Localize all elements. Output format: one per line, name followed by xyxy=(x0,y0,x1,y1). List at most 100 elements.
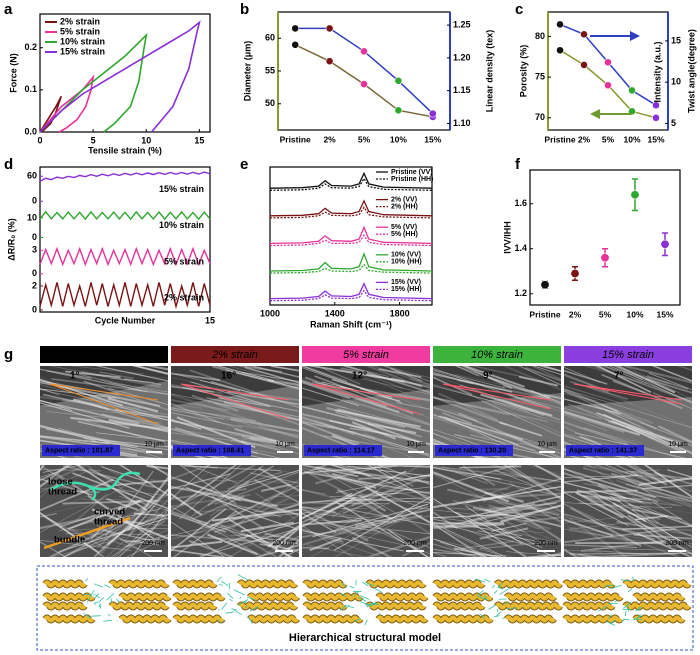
sem-fiber xyxy=(613,366,692,404)
sem-fiber xyxy=(208,484,299,528)
sem-fiber xyxy=(171,428,223,442)
data-point xyxy=(540,280,550,290)
yarn-fiber xyxy=(376,593,428,601)
yarn-fiber xyxy=(563,580,615,588)
sem-fiber xyxy=(341,366,389,378)
sem-fiber xyxy=(433,513,509,519)
panel-letter: d xyxy=(4,156,13,173)
sem-fiber xyxy=(302,506,336,514)
sem-fiber xyxy=(582,495,651,501)
mesh-fiber xyxy=(93,594,95,596)
sem-fiber xyxy=(391,402,430,419)
y-tick-label: 1.6 xyxy=(514,198,527,208)
sem-fiber xyxy=(433,377,520,419)
sem-fiber xyxy=(185,486,259,516)
mesh-fiber xyxy=(89,589,95,598)
sem-fiber xyxy=(192,495,245,520)
sem-fiber xyxy=(478,505,545,545)
sem-fiber xyxy=(612,502,647,523)
sem-fiber xyxy=(482,477,561,502)
x-tick-label: 2% xyxy=(569,309,582,319)
sem-fiber xyxy=(42,515,105,557)
sem-fiber xyxy=(492,402,561,424)
sem-fiber xyxy=(97,495,155,557)
mesh-fiber xyxy=(237,574,249,581)
mesh-fiber xyxy=(86,597,91,603)
mesh-fiber xyxy=(638,606,641,611)
sem-fiber xyxy=(40,376,64,385)
sem-fiber xyxy=(97,496,156,548)
sem-fiber xyxy=(569,552,605,557)
sem-fiber xyxy=(302,525,354,557)
sem-fiber xyxy=(334,514,388,522)
sem-fiber xyxy=(582,467,662,492)
y-tick-label: 1.10 xyxy=(453,118,471,128)
sem-fiber xyxy=(433,432,493,458)
sem-fiber xyxy=(600,403,657,430)
angle-line xyxy=(49,383,159,425)
sem-fiber xyxy=(108,418,168,433)
sem-fiber xyxy=(211,495,265,530)
sem-fiber xyxy=(533,465,561,481)
sem-fiber xyxy=(40,424,96,442)
sem-fiber xyxy=(611,492,660,524)
sem-fiber xyxy=(40,435,110,445)
sem-fiber xyxy=(462,366,525,388)
sem-fiber xyxy=(228,514,299,557)
mesh-fiber xyxy=(362,581,369,587)
sem-fiber xyxy=(171,465,213,480)
sem-fiber xyxy=(378,368,422,378)
sem-fiber xyxy=(433,523,487,557)
yarn-fiber xyxy=(504,593,557,601)
yarn-fiber xyxy=(43,580,87,588)
sem-fiber xyxy=(433,396,549,423)
sem-fiber xyxy=(302,488,361,506)
sem-fiber xyxy=(131,366,168,375)
sem-fiber xyxy=(48,366,106,378)
sem-fiber xyxy=(587,465,652,510)
strip-line xyxy=(39,210,211,221)
sem-fiber xyxy=(110,377,154,383)
sem-fiber xyxy=(326,402,421,429)
mesh-fiber xyxy=(379,612,381,616)
yarn-fiber xyxy=(303,580,347,588)
sem-image xyxy=(433,465,561,557)
sem-fiber xyxy=(338,465,430,498)
sem-fiber xyxy=(445,418,555,458)
sem-fiber xyxy=(172,510,238,557)
sem-fiber xyxy=(347,430,418,451)
mesh-fiber xyxy=(637,614,642,618)
sem-fiber xyxy=(234,428,299,449)
sem-fiber xyxy=(491,522,527,532)
yarn-fiber xyxy=(109,602,169,610)
sem-fiber xyxy=(171,521,226,557)
sem-fiber xyxy=(302,497,356,528)
sem-fiber xyxy=(502,384,561,400)
sem-fiber xyxy=(465,485,561,504)
mesh-fiber xyxy=(353,591,359,597)
legend-label: 2% strain xyxy=(60,16,100,26)
sem-fiber xyxy=(603,492,685,499)
sem-fiber xyxy=(229,439,276,448)
sem-fiber xyxy=(40,511,100,554)
sem-fiber xyxy=(302,492,353,520)
mesh-fiber xyxy=(492,584,495,589)
sem-fiber xyxy=(171,432,247,443)
y-tick-label: 10 xyxy=(671,77,681,87)
legend-label: Pristine (VV) xyxy=(391,169,433,176)
sem-fiber xyxy=(360,387,430,402)
annotation: Intensity (a.u.) xyxy=(652,41,662,102)
sem-fiber xyxy=(322,367,361,385)
sem-fiber xyxy=(302,421,360,445)
mesh-fiber xyxy=(609,619,616,625)
y-tick-label: 1.25 xyxy=(453,19,471,29)
spectrum-line xyxy=(269,206,433,219)
y-tick-label: 75 xyxy=(535,71,545,81)
sem-fiber xyxy=(364,486,430,524)
sem-fiber xyxy=(237,366,295,386)
data-point xyxy=(360,47,368,56)
sem-fiber xyxy=(191,394,239,412)
sem-fiber xyxy=(502,465,561,500)
sem-fiber xyxy=(127,476,168,531)
sem-fiber xyxy=(564,549,602,553)
